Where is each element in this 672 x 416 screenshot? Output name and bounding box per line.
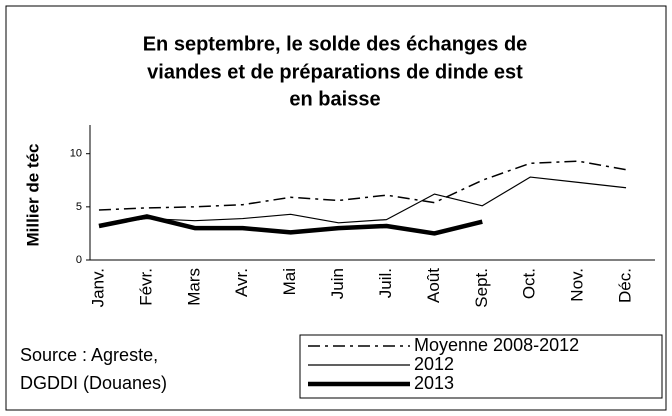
- source: Source : Agreste,: [20, 345, 158, 365]
- legend-label: Moyenne 2008-2012: [414, 335, 579, 355]
- series-line: [98, 176, 627, 226]
- x-tick-label: Nov.: [568, 268, 587, 302]
- y-tick-label: 0: [76, 254, 82, 266]
- source: DGDDI (Douanes): [20, 373, 167, 393]
- x-tick-label: Juil.: [376, 268, 395, 298]
- chart-title: En septembre, le solde des échanges de: [143, 33, 528, 55]
- chart-title: viandes et de préparations de dinde est: [147, 61, 523, 83]
- x-tick-label: Sept.: [472, 268, 491, 308]
- x-tick-label: Mai: [280, 268, 299, 295]
- x-tick-label: Févr.: [136, 268, 155, 306]
- x-tick-label: Juin: [328, 268, 347, 299]
- x-tick-label: Oct.: [520, 268, 539, 299]
- legend-label: 2012: [414, 354, 454, 374]
- chart-title: en baisse: [289, 88, 380, 110]
- x-tick-label: Déc.: [616, 268, 635, 303]
- x-tick-label: Avr.: [232, 268, 251, 297]
- x-tick-label: Août: [424, 268, 443, 303]
- y-axis-label: Millier de téc: [23, 144, 42, 247]
- legend-label: 2013: [414, 373, 454, 393]
- x-tick-label: Janv.: [88, 268, 107, 307]
- y-tick-label: 10: [70, 148, 82, 160]
- x-tick-label: Mars: [184, 268, 203, 306]
- series-line: [98, 214, 483, 236]
- y-tick-label: 5: [76, 201, 82, 213]
